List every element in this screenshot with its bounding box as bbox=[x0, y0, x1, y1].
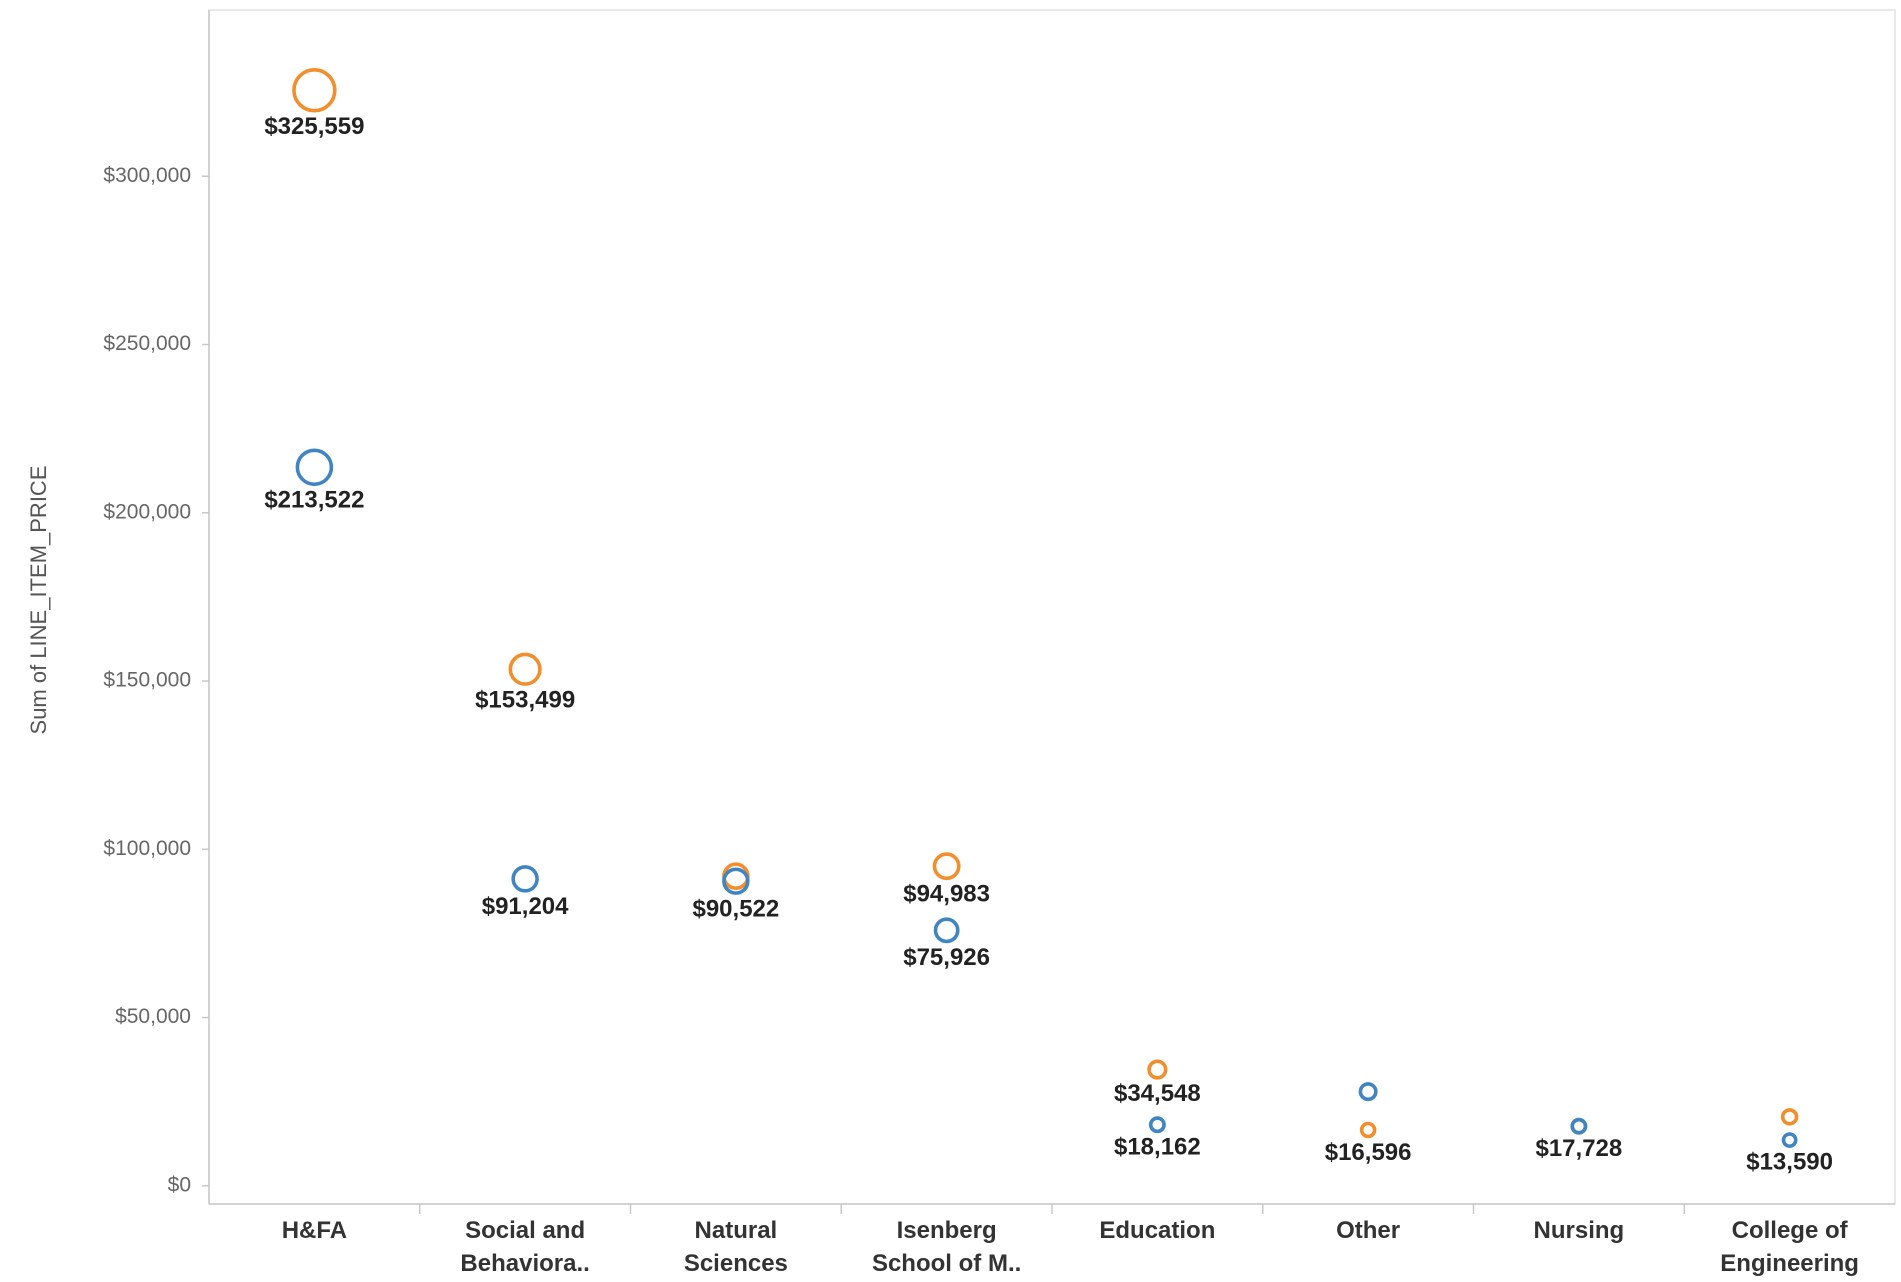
x-tick-label: Isenberg School of M.. bbox=[871, 1217, 1022, 1277]
data-point bbox=[933, 917, 960, 944]
y-tick-label: $200,000 bbox=[103, 500, 191, 523]
x-tick-label: Education bbox=[1099, 1217, 1216, 1244]
data-label: $34,548 bbox=[1114, 1080, 1201, 1107]
y-tick-label: $150,000 bbox=[103, 669, 191, 692]
data-label: $213,522 bbox=[264, 487, 364, 514]
x-tick-label: H&FA bbox=[281, 1217, 348, 1244]
data-point bbox=[1359, 1121, 1377, 1139]
data-point bbox=[508, 652, 542, 686]
x-tick-label: Social and Behaviora.. bbox=[460, 1217, 590, 1277]
data-label: $17,728 bbox=[1535, 1135, 1622, 1162]
data-label: $91,204 bbox=[482, 893, 569, 920]
data-point bbox=[722, 867, 750, 895]
data-label: $16,596 bbox=[1325, 1139, 1412, 1166]
data-label: $325,559 bbox=[264, 113, 364, 140]
plot-border bbox=[208, 9, 1896, 1205]
y-tick-label: $0 bbox=[168, 1173, 191, 1196]
data-point bbox=[932, 852, 961, 881]
data-point bbox=[1148, 1116, 1166, 1134]
data-label: $94,983 bbox=[903, 881, 990, 908]
y-axis-label: Sum of LINE_ITEM_PRICE bbox=[26, 466, 51, 735]
y-tick-label: $100,000 bbox=[103, 837, 191, 860]
y-tick-label: $250,000 bbox=[103, 332, 191, 355]
data-label: $153,499 bbox=[475, 686, 575, 713]
x-tick-label: Natural Sciences bbox=[683, 1217, 788, 1277]
data-label: $13,590 bbox=[1746, 1149, 1833, 1176]
data-label: $18,162 bbox=[1114, 1134, 1201, 1161]
data-point bbox=[1358, 1082, 1378, 1102]
data-point bbox=[511, 865, 539, 893]
x-tick-label: Other bbox=[1336, 1217, 1401, 1244]
data-label: $90,522 bbox=[692, 895, 779, 922]
x-tick-label: College of Engineering bbox=[1720, 1217, 1859, 1277]
data-label: $75,926 bbox=[903, 944, 990, 971]
y-tick-label: $50,000 bbox=[115, 1005, 191, 1028]
data-point bbox=[292, 68, 337, 113]
x-tick-label: Nursing bbox=[1533, 1217, 1625, 1244]
y-tick-label: $300,000 bbox=[103, 164, 191, 187]
data-point bbox=[1781, 1132, 1798, 1148]
data-point bbox=[1147, 1059, 1168, 1080]
data-point bbox=[1780, 1108, 1799, 1126]
data-point bbox=[295, 448, 334, 487]
data-point bbox=[1570, 1117, 1588, 1135]
